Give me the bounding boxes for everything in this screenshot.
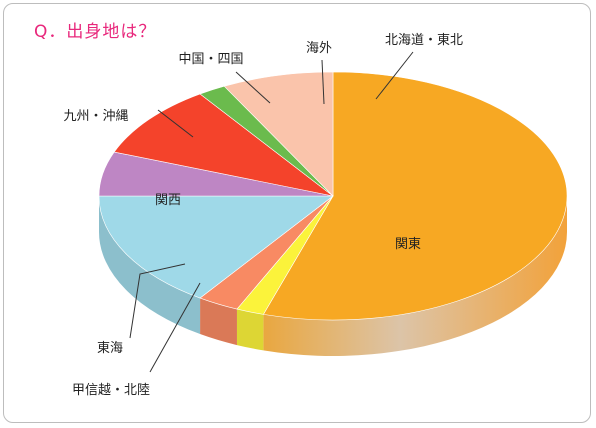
slice-label-7: 北海道・東北 xyxy=(385,32,463,48)
pie-slice-3 xyxy=(98,195,334,299)
pie-slice-7 xyxy=(223,71,334,197)
pie-side-0 xyxy=(263,196,567,356)
leader-line-5 xyxy=(235,71,271,104)
leader-line-7 xyxy=(375,51,414,100)
leader-line-6 xyxy=(321,59,325,105)
slice-label-5: 中国・四国 xyxy=(178,52,243,67)
pie-side-1 xyxy=(236,309,264,351)
leader-line-1 xyxy=(149,282,201,373)
slice-label-1: 甲信越・北陸 xyxy=(72,382,150,398)
pie-side-2 xyxy=(200,298,237,346)
slice-label-4: 九州・沖縄 xyxy=(63,109,128,124)
slice-label-2: 東海 xyxy=(97,340,123,356)
leader-line-4 xyxy=(157,109,194,138)
pie-slice-5 xyxy=(113,93,334,197)
leader-line-2 xyxy=(129,263,186,339)
slice-label-3: 関西 xyxy=(155,193,181,208)
chart-title: Q．出身地は？ xyxy=(34,22,157,42)
slice-label-6: 海外 xyxy=(306,41,332,56)
pie-side-3 xyxy=(99,196,201,335)
pie-slice-0 xyxy=(262,71,568,321)
slice-label-0: 関東 xyxy=(395,236,421,252)
